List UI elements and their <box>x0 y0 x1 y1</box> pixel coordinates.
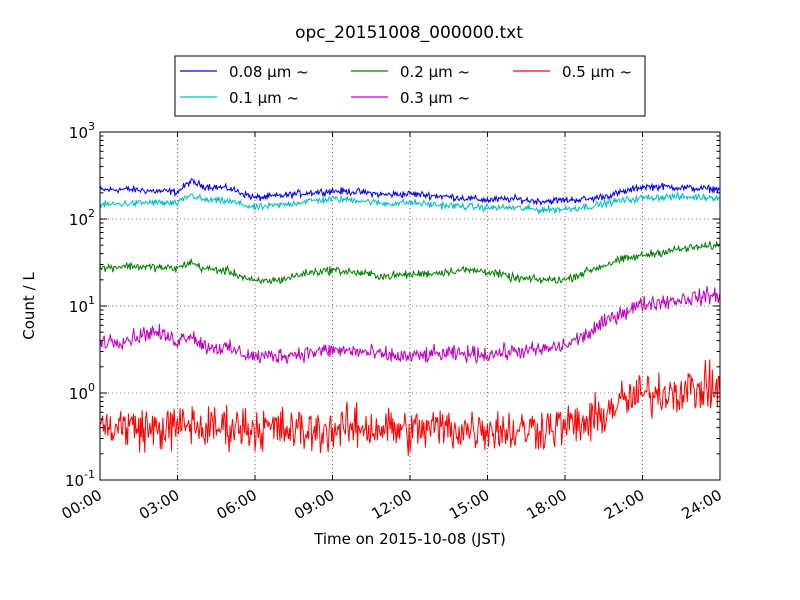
legend-label: 0.08 μm ~ <box>229 63 309 81</box>
legend-label: 0.3 μm ~ <box>400 89 470 107</box>
x-axis-label: Time on 2015-10-08 (JST) <box>313 530 506 548</box>
legend-label: 0.5 μm ~ <box>562 63 632 81</box>
grid <box>100 132 720 480</box>
legend: 0.08 μm ~ 0.1 μm ~ 0.2 μm ~ 0.3 μm ~ 0.5 μm … <box>174 55 646 117</box>
y-tick-label: 102 <box>69 207 95 229</box>
axis-ticks <box>99 131 721 481</box>
series-line-3 <box>99 240 721 285</box>
series-lines <box>99 177 721 456</box>
series-line-4 <box>99 286 721 365</box>
y-tick-labels: 10-1 100 101 102 103 <box>65 120 95 490</box>
series-line-5 <box>99 359 721 456</box>
series-line-2 <box>99 190 721 216</box>
y-tick-label: 100 <box>69 381 95 403</box>
legend-box <box>174 55 646 117</box>
legend-label: 0.2 μm ~ <box>400 63 470 81</box>
chart-title: opc_20151008_000000.txt <box>295 23 523 43</box>
y-tick-label: 10-1 <box>65 468 95 490</box>
y-tick-label: 101 <box>69 294 95 316</box>
legend-label: 0.1 μm ~ <box>229 89 299 107</box>
y-axis-label: Count / L <box>20 272 38 340</box>
y-tick-label: 103 <box>69 120 95 142</box>
series-line-1 <box>99 177 721 207</box>
